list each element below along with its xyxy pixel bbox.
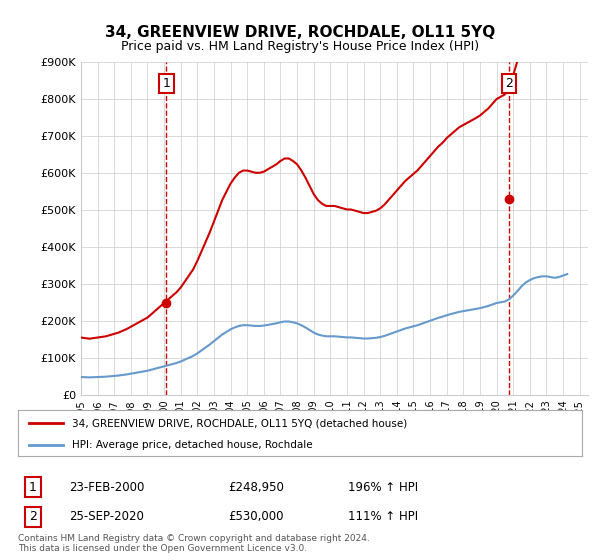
Text: HPI: Average price, detached house, Rochdale: HPI: Average price, detached house, Roch… <box>71 440 312 450</box>
Text: 25-SEP-2020: 25-SEP-2020 <box>69 510 144 524</box>
Text: 111% ↑ HPI: 111% ↑ HPI <box>348 510 418 524</box>
Text: 2: 2 <box>505 77 512 90</box>
Text: 1: 1 <box>163 77 170 90</box>
Text: Price paid vs. HM Land Registry's House Price Index (HPI): Price paid vs. HM Land Registry's House … <box>121 40 479 53</box>
Text: 1: 1 <box>29 480 37 494</box>
Text: Contains HM Land Registry data © Crown copyright and database right 2024.
This d: Contains HM Land Registry data © Crown c… <box>18 534 370 553</box>
Text: 2: 2 <box>29 510 37 524</box>
Text: 196% ↑ HPI: 196% ↑ HPI <box>348 480 418 494</box>
Text: £248,950: £248,950 <box>228 480 284 494</box>
Text: 34, GREENVIEW DRIVE, ROCHDALE, OL11 5YQ (detached house): 34, GREENVIEW DRIVE, ROCHDALE, OL11 5YQ … <box>71 418 407 428</box>
Text: 34, GREENVIEW DRIVE, ROCHDALE, OL11 5YQ: 34, GREENVIEW DRIVE, ROCHDALE, OL11 5YQ <box>105 25 495 40</box>
Text: 23-FEB-2000: 23-FEB-2000 <box>69 480 145 494</box>
Text: £530,000: £530,000 <box>228 510 284 524</box>
